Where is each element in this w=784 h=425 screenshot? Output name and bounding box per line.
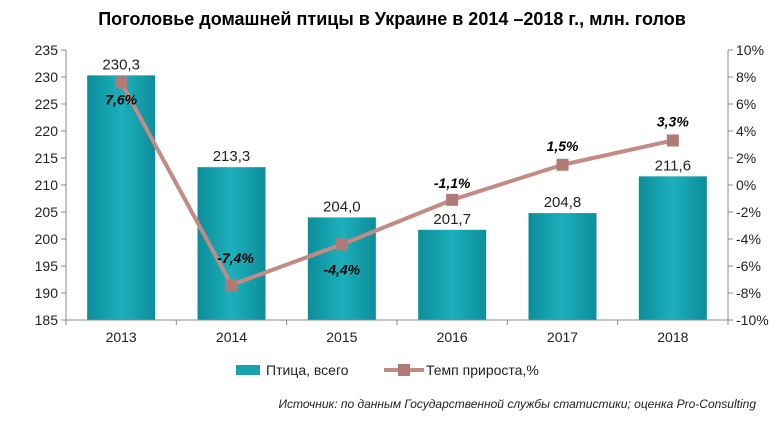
- axes-layer: 185 190 195 200 205 210 215 220 225 230 235 -10% -8%…: [35, 42, 769, 345]
- bars-layer: [87, 75, 707, 320]
- left-tick-label: 185: [35, 312, 59, 328]
- growth-marker: [556, 158, 569, 171]
- growth-marker: [335, 238, 348, 251]
- left-tick-label: 195: [35, 258, 59, 274]
- growth-marker: [666, 134, 679, 147]
- bar: [418, 229, 487, 320]
- right-tick-label: -8%: [736, 285, 761, 301]
- bar: [87, 75, 156, 320]
- x-tick-label: 2015: [326, 329, 357, 345]
- right-tick-label: 2%: [736, 150, 756, 166]
- growth-value-label: -1,1%: [434, 175, 471, 191]
- bar-value-label: 201,7: [433, 211, 471, 228]
- growth-line: [119, 81, 674, 287]
- right-tick-label: -4%: [736, 231, 761, 247]
- right-tick-label: 4%: [736, 123, 756, 139]
- growth-marker: [225, 278, 238, 291]
- growth-marker: [115, 76, 128, 89]
- x-tick-label: 2016: [437, 329, 468, 345]
- left-tick-label: 210: [35, 177, 59, 193]
- right-tick-label: 6%: [736, 96, 756, 112]
- legend-swatch-bar: [236, 365, 260, 375]
- bar-value-label: 213,3: [213, 148, 251, 165]
- growth-value-label: -4,4%: [324, 261, 361, 277]
- left-tick-label: 230: [35, 69, 59, 85]
- left-tick-label: 225: [35, 96, 59, 112]
- growth-marker: [446, 193, 459, 206]
- left-tick-label: 235: [35, 42, 59, 58]
- left-tick-label: 215: [35, 150, 59, 166]
- left-tick-label: 190: [35, 285, 59, 301]
- bar-value-label: 204,8: [544, 194, 582, 211]
- growth-value-label: 7,6%: [105, 91, 137, 107]
- legend-label-line: Темп прироста,%: [426, 362, 539, 378]
- right-tick-label: 8%: [736, 69, 756, 85]
- bar-value-label: 230,3: [102, 56, 140, 73]
- bar: [638, 176, 707, 320]
- left-tick-label: 200: [35, 231, 59, 247]
- labels-layer: 230,3 213,3 204,0 201,7 204,8 211,6 7,6% -7,4% -…: [102, 56, 691, 277]
- x-tick-label: 2013: [106, 329, 137, 345]
- legend-swatch-marker: [398, 364, 410, 376]
- growth-value-label: 1,5%: [547, 138, 579, 154]
- right-tick-label: -2%: [736, 204, 761, 220]
- chart-title: Поголовье домашней птицы в Украине в 201…: [98, 9, 686, 29]
- x-tick-label: 2017: [547, 329, 578, 345]
- x-tick-label: 2018: [657, 329, 688, 345]
- left-tick-label: 205: [35, 204, 59, 220]
- bar-value-label: 211,6: [655, 157, 691, 174]
- source-note: Источник: по данным Государственной служ…: [278, 397, 756, 411]
- left-tick-label: 220: [35, 123, 59, 139]
- right-tick-label: -6%: [736, 258, 761, 274]
- right-tick-label: 10%: [736, 42, 764, 58]
- legend: Птица, всего Темп прироста,%: [236, 362, 539, 378]
- x-tick-label: 2014: [216, 329, 247, 345]
- growth-value-label: -7,4%: [217, 250, 254, 266]
- right-tick-label: 0%: [736, 177, 756, 193]
- bar-value-label: 204,0: [323, 198, 361, 215]
- bar: [528, 213, 597, 320]
- legend-label-bar: Птица, всего: [266, 362, 349, 378]
- right-tick-label: -10%: [736, 312, 769, 328]
- growth-value-label: 3,3%: [657, 113, 689, 129]
- line-layer: [115, 76, 679, 291]
